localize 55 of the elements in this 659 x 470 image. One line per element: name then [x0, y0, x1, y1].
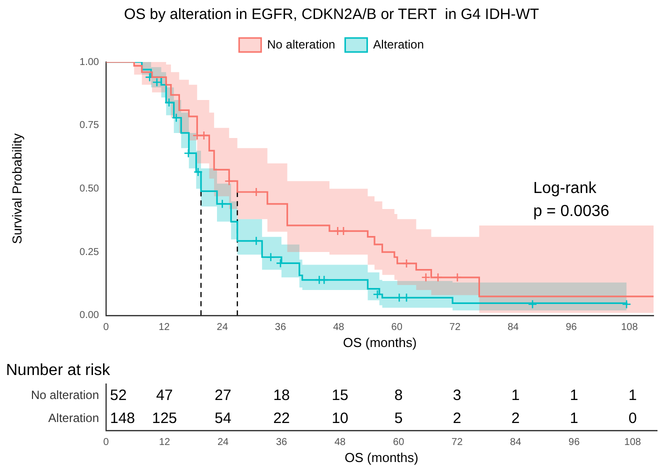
data-label: 22	[273, 410, 290, 427]
data-label: 2	[452, 410, 462, 427]
x-tick-label: 12	[158, 437, 171, 448]
data-label: 27	[214, 386, 232, 404]
data-label: 54	[214, 410, 232, 427]
legend-label: No alteration	[267, 37, 336, 52]
x-tick-label: 108	[621, 322, 638, 334]
data-label: 0	[628, 410, 637, 427]
data-label: 15	[332, 386, 348, 404]
y-axis-title: Survival Probability	[9, 132, 24, 244]
x-tick-label: 24	[217, 437, 230, 448]
data-label: 1	[628, 386, 637, 404]
x-tick-label: 84	[510, 437, 522, 448]
y-tick-label: 0.75	[80, 120, 100, 132]
x-tick-label: 24	[216, 322, 228, 334]
y-tick-label: No alteration	[30, 388, 99, 402]
data-label: 8	[394, 386, 403, 404]
y-tick-label: 1.00	[80, 56, 100, 68]
data-label: 1	[511, 386, 520, 404]
data-label: 5	[394, 410, 403, 427]
data-label: 1	[570, 386, 578, 404]
annotation: Log-rank p = 0.0036	[533, 180, 610, 220]
legend-label: Alteration	[373, 37, 424, 52]
x-axis-title: OS (months)	[343, 334, 417, 350]
x-tick-label: 72	[449, 322, 461, 334]
data-label: 52	[110, 386, 127, 404]
x-tick-label: 48	[333, 322, 345, 334]
y-tick-label: 0.00	[80, 310, 100, 322]
x-axis-title: OS (months)	[344, 450, 418, 465]
x-tick-label: 0	[103, 437, 110, 448]
x-tick-label: 72	[452, 437, 464, 448]
x-tick-label: 36	[276, 437, 288, 448]
x-tick-label: 0	[103, 322, 110, 334]
x-tick-label: 96	[566, 322, 578, 334]
data-label: 1	[570, 410, 578, 427]
data-label: 18	[273, 386, 290, 404]
data-label: 2	[511, 410, 520, 427]
x-tick-label: 48	[334, 437, 346, 448]
data-label: 148	[110, 410, 136, 427]
x-tick-label: 60	[393, 437, 405, 448]
chart-title: Number at risk	[6, 362, 112, 380]
data-label: 3	[452, 386, 462, 404]
y-tick-label: 0.25	[80, 246, 100, 258]
x-tick-label: 96	[568, 437, 580, 448]
chart-title: OS by alteration in EGFR, CDKN2A/B or TERT in G4 IDH-WT	[124, 6, 540, 24]
data-label: 125	[152, 410, 178, 427]
x-tick-label: 12	[158, 322, 170, 334]
y-tick-label: Alteration	[48, 411, 99, 426]
x-tick-label: 108	[624, 437, 642, 448]
x-tick-label: 36	[274, 322, 286, 334]
x-tick-label: 60	[391, 322, 403, 334]
y-tick-label: 0.50	[80, 183, 100, 194]
data-label: 10	[332, 410, 348, 427]
x-tick-label: 84	[508, 322, 520, 334]
data-label: 47	[156, 386, 173, 404]
